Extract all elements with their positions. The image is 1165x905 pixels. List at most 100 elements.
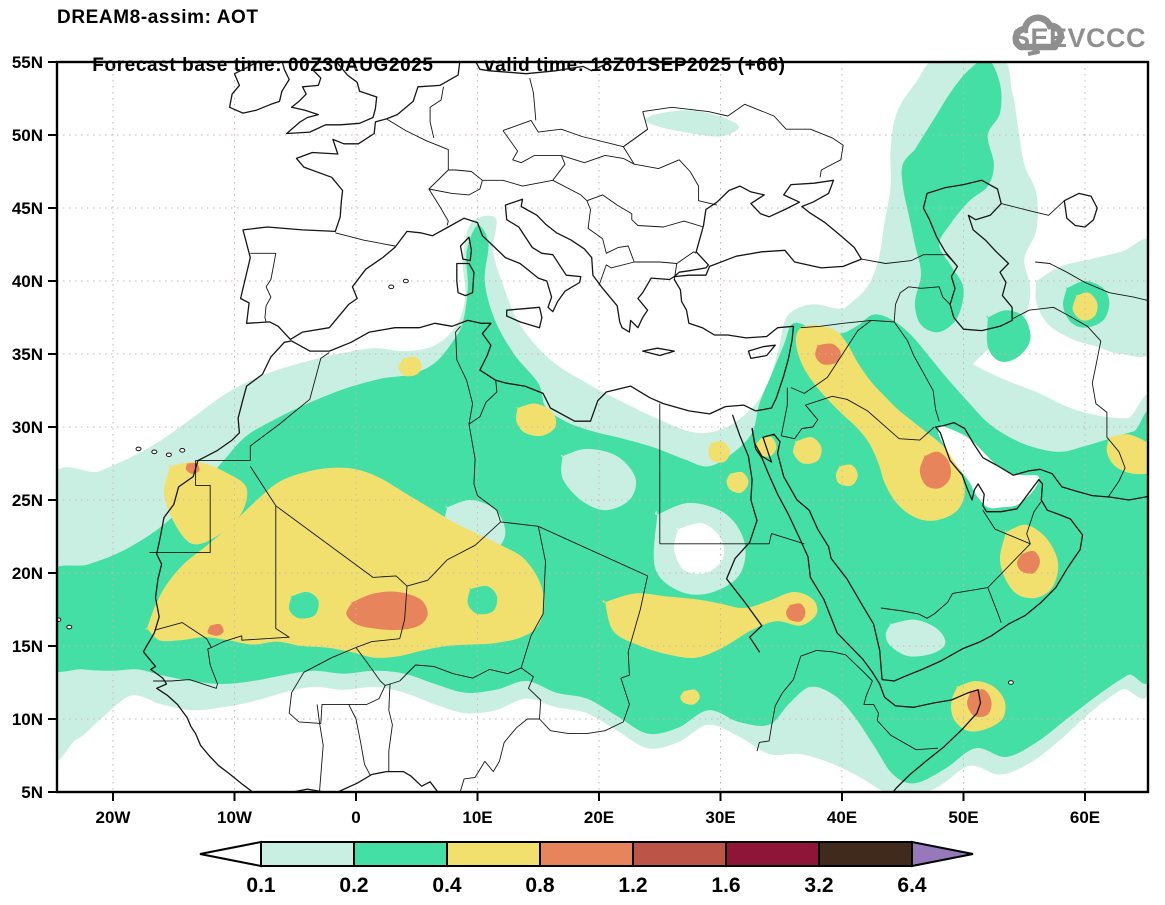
fill-region-aot08-kuwait bbox=[919, 451, 951, 489]
colorbar-value: 0.2 bbox=[339, 874, 368, 897]
coast-sardinia bbox=[456, 262, 475, 297]
map-canvas bbox=[51, 62, 1148, 792]
coast-sicily bbox=[506, 306, 543, 329]
border-danube-borders bbox=[586, 194, 704, 228]
coast-blacksea bbox=[673, 179, 863, 278]
coast-ireland bbox=[228, 62, 290, 114]
border-wsahara-steps bbox=[149, 460, 251, 554]
border-czech-poland bbox=[502, 119, 648, 148]
fill-region-aot02-caspian bbox=[901, 62, 1002, 333]
lat-label: 15N bbox=[12, 637, 43, 656]
colorbar-segment-aot01 bbox=[260, 841, 355, 867]
fill-region-aot02-secaspian bbox=[986, 310, 1031, 362]
border-senegal-south bbox=[153, 647, 218, 689]
fill-region-aot01-hole-libya bbox=[560, 448, 637, 511]
border-chad-niger bbox=[520, 526, 546, 669]
coast-anatolia-levant-nafrica bbox=[283, 278, 795, 422]
coast-corsica bbox=[459, 236, 473, 262]
border-togo-line bbox=[348, 704, 371, 777]
island bbox=[66, 624, 73, 630]
border-balkans-west bbox=[586, 200, 635, 286]
border-iraq-iran bbox=[893, 321, 940, 422]
fill-region-aot01-yemen bbox=[885, 619, 946, 657]
lat-label: 50N bbox=[12, 126, 43, 145]
border-romania-ukraine bbox=[622, 146, 718, 206]
colorbar-left-arrow bbox=[199, 840, 262, 868]
border-benin-nigeria bbox=[388, 683, 393, 772]
border-niger-nigeria bbox=[399, 664, 522, 682]
fill-region-aot04-nw-libya bbox=[516, 403, 557, 437]
coast-aral bbox=[1063, 192, 1098, 228]
colorbar-value: 3.2 bbox=[804, 874, 833, 897]
lat-label: 35N bbox=[12, 345, 43, 364]
colorbar-right-arrow bbox=[911, 840, 974, 868]
colorbar-segment-aot02 bbox=[353, 841, 448, 867]
fill-region-white-persian-gulf bbox=[937, 424, 1040, 509]
island bbox=[135, 446, 142, 452]
colorbar-legend: 0.1 0.2 0.4 0.8 1.2 1.6 3.2 6.4 bbox=[199, 840, 974, 897]
colorbar-value: 1.6 bbox=[711, 874, 740, 897]
fill-region-aot08-sudan bbox=[786, 603, 806, 622]
border-austria-south bbox=[482, 179, 588, 202]
fill-region-aot02-hole-mali bbox=[288, 591, 319, 619]
coast-nile bbox=[725, 414, 763, 653]
fill-region-aot04-turkmen bbox=[1072, 292, 1098, 321]
border-saudi-yemen-oman bbox=[880, 587, 1002, 623]
fill-region-aot08-somalia bbox=[967, 689, 992, 718]
border-syria-iraq-jordan bbox=[790, 320, 872, 394]
island bbox=[179, 448, 186, 453]
border-poland-ukraine bbox=[623, 111, 649, 148]
border-mauritania-algeria bbox=[249, 466, 277, 507]
border-oman-saudi-vert bbox=[987, 543, 1031, 588]
fill-region-aot08-niger-max bbox=[346, 591, 428, 631]
fill-region-aot04-saudi-west bbox=[835, 464, 858, 487]
border-burkina bbox=[288, 647, 386, 724]
border-turkey-syria-iraq bbox=[800, 319, 895, 329]
island bbox=[151, 449, 158, 455]
island bbox=[388, 284, 395, 290]
lon-label: 30E bbox=[705, 808, 735, 827]
lat-label: 40N bbox=[12, 272, 43, 291]
border-germany-czech bbox=[502, 130, 562, 164]
lat-label: 55N bbox=[12, 53, 43, 72]
border-austria-hungary bbox=[552, 155, 566, 181]
coast-crete bbox=[642, 347, 675, 357]
coast-baltic bbox=[475, 62, 611, 75]
border-caucasus-north bbox=[861, 254, 956, 264]
seevccc-logo: SEEVCCC bbox=[1008, 14, 1162, 62]
border-spain-france bbox=[335, 232, 395, 247]
colorbar-segment-aot12 bbox=[632, 841, 727, 867]
colorbar-value: 6.4 bbox=[897, 874, 927, 897]
fill-region-aot08-senegal bbox=[207, 623, 224, 636]
fill-region-aot04-nw-saudi bbox=[793, 437, 822, 464]
fill-region-aot02-hole-niger bbox=[467, 585, 498, 615]
border-jordan-israel bbox=[780, 387, 788, 436]
border-senegal-river bbox=[155, 622, 212, 648]
coast-europe-west bbox=[239, 62, 461, 341]
colorbar-value: 0.1 bbox=[246, 874, 276, 897]
forecast-base-time: Forecast base time: 00Z30AUG2025 bbox=[92, 55, 434, 76]
border-tunisia-libya bbox=[468, 380, 498, 425]
colorbar-value: 1.2 bbox=[618, 874, 647, 897]
lon-label: 20W bbox=[96, 808, 132, 827]
lat-label: 20N bbox=[12, 564, 43, 583]
border-greece-turkey bbox=[673, 251, 697, 280]
coast-africa-redsea-horn bbox=[751, 427, 982, 792]
island bbox=[165, 452, 172, 458]
border-chad-car bbox=[539, 677, 630, 735]
border-ethiopia-somalia bbox=[863, 680, 939, 751]
axis-ticks bbox=[48, 61, 1086, 801]
border-ukraine-north-east bbox=[642, 103, 844, 178]
island bbox=[51, 631, 56, 635]
colorbar-segment-aot08 bbox=[539, 841, 634, 867]
fill-region-aot01-ukraine-streak bbox=[645, 110, 739, 137]
fill-region-white-hole-sudan bbox=[674, 523, 725, 574]
fill-region-aot04-car-dot bbox=[680, 689, 700, 705]
border-sudan-ethiopia bbox=[756, 656, 802, 752]
colorbar-segment-aot16 bbox=[725, 841, 820, 867]
border-turkmen-uzbek bbox=[1035, 261, 1148, 301]
lat-label: 5N bbox=[21, 783, 43, 802]
border-germany-nl bbox=[429, 86, 444, 139]
lon-label: 60E bbox=[1070, 808, 1100, 827]
